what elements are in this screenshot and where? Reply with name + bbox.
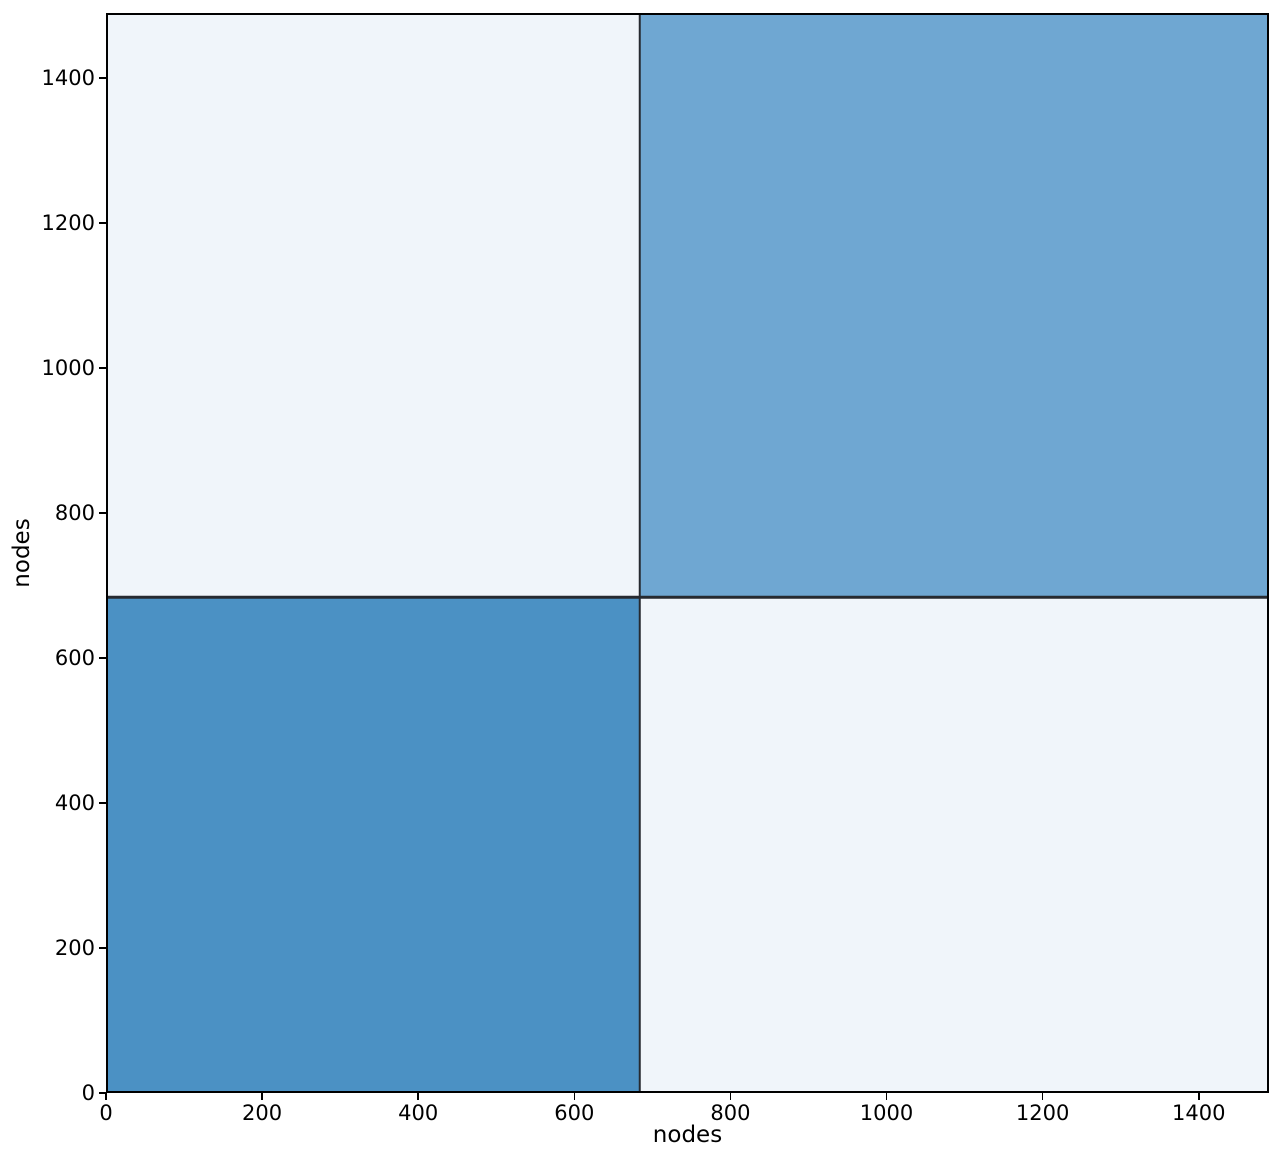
within-community-2-block xyxy=(639,13,1269,598)
y-tick-mark xyxy=(99,512,106,514)
x-tick-label: 1200 xyxy=(1015,1101,1070,1125)
between-communities-upper-left-block xyxy=(106,13,640,598)
y-tick-label: 1200 xyxy=(41,210,95,235)
x-axis-label: nodes xyxy=(652,1122,723,1148)
x-tick-label: 400 xyxy=(398,1101,439,1125)
y-tick-label: 1000 xyxy=(41,355,95,380)
x-tick-label: 1400 xyxy=(1172,1101,1226,1125)
y-tick-label: 400 xyxy=(54,790,95,815)
x-tick-label: 0 xyxy=(99,1101,113,1125)
x-tick-mark xyxy=(729,1093,732,1100)
x-tick-label: 600 xyxy=(554,1101,595,1125)
x-tick-mark xyxy=(105,1093,107,1100)
y-tick-label: 600 xyxy=(54,645,95,670)
y-tick-label: 800 xyxy=(54,500,95,525)
x-tick-label: 1000 xyxy=(859,1101,914,1125)
block-separator-vertical xyxy=(638,13,642,1093)
x-tick-mark xyxy=(261,1093,263,1100)
y-tick-label: 1400 xyxy=(41,65,95,90)
x-tick-label: 800 xyxy=(710,1101,751,1125)
x-tick-mark xyxy=(417,1093,419,1100)
y-tick-mark xyxy=(99,222,106,224)
y-tick-mark xyxy=(99,77,106,80)
x-tick-label: 200 xyxy=(242,1101,283,1125)
x-tick-mark xyxy=(1197,1093,1200,1100)
y-tick-mark xyxy=(99,947,106,949)
y-tick-label: 200 xyxy=(54,935,95,960)
y-axis-label: nodes xyxy=(9,518,35,588)
between-communities-lower-right-block xyxy=(639,597,1269,1093)
within-community-1-block xyxy=(106,597,640,1093)
y-tick-label: 0 xyxy=(81,1080,95,1105)
y-tick-mark xyxy=(99,367,106,369)
y-tick-mark xyxy=(99,1092,106,1094)
block-separator-horizontal xyxy=(106,595,1269,599)
y-tick-mark xyxy=(99,802,106,804)
y-tick-mark xyxy=(99,657,106,659)
x-tick-mark xyxy=(1041,1093,1044,1100)
x-tick-mark xyxy=(573,1093,576,1100)
plot-area xyxy=(106,13,1269,1093)
x-tick-mark xyxy=(885,1093,888,1100)
